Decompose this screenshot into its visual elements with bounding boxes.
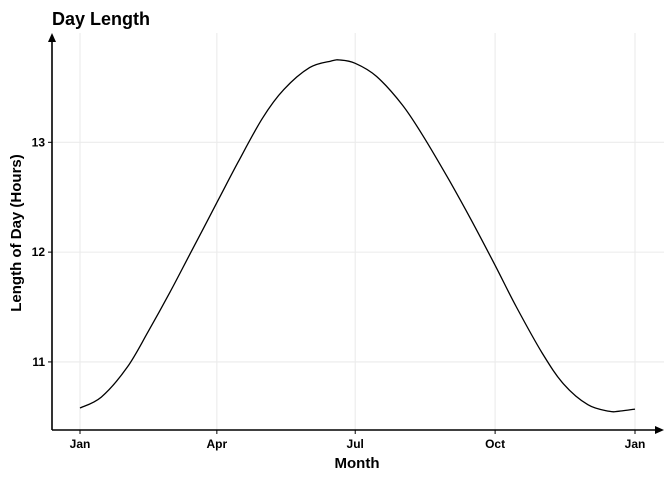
y-axis-arrow bbox=[48, 33, 56, 42]
x-axis-title: Month bbox=[335, 455, 380, 472]
x-tick-label: Oct bbox=[485, 437, 505, 451]
day-length-line bbox=[79, 59, 636, 413]
x-tick-label: Jan bbox=[70, 437, 91, 451]
y-tick-label: 11 bbox=[32, 355, 45, 369]
axes bbox=[48, 33, 664, 434]
x-tick-label: Jul bbox=[347, 437, 364, 451]
chart-title: Day Length bbox=[52, 9, 150, 29]
y-axis-title: Length of Day (Hours) bbox=[8, 154, 25, 312]
y-tick-label: 13 bbox=[32, 135, 46, 149]
series-layer bbox=[79, 59, 636, 413]
ticks: 11 12 13 Jan Apr Jul Oct Jan bbox=[32, 135, 646, 451]
x-tick-label: Jan bbox=[625, 437, 646, 451]
grid-lines bbox=[52, 33, 664, 430]
y-tick-label: 12 bbox=[32, 245, 46, 259]
x-axis-arrow bbox=[655, 426, 664, 434]
x-tick-label: Apr bbox=[207, 437, 228, 451]
